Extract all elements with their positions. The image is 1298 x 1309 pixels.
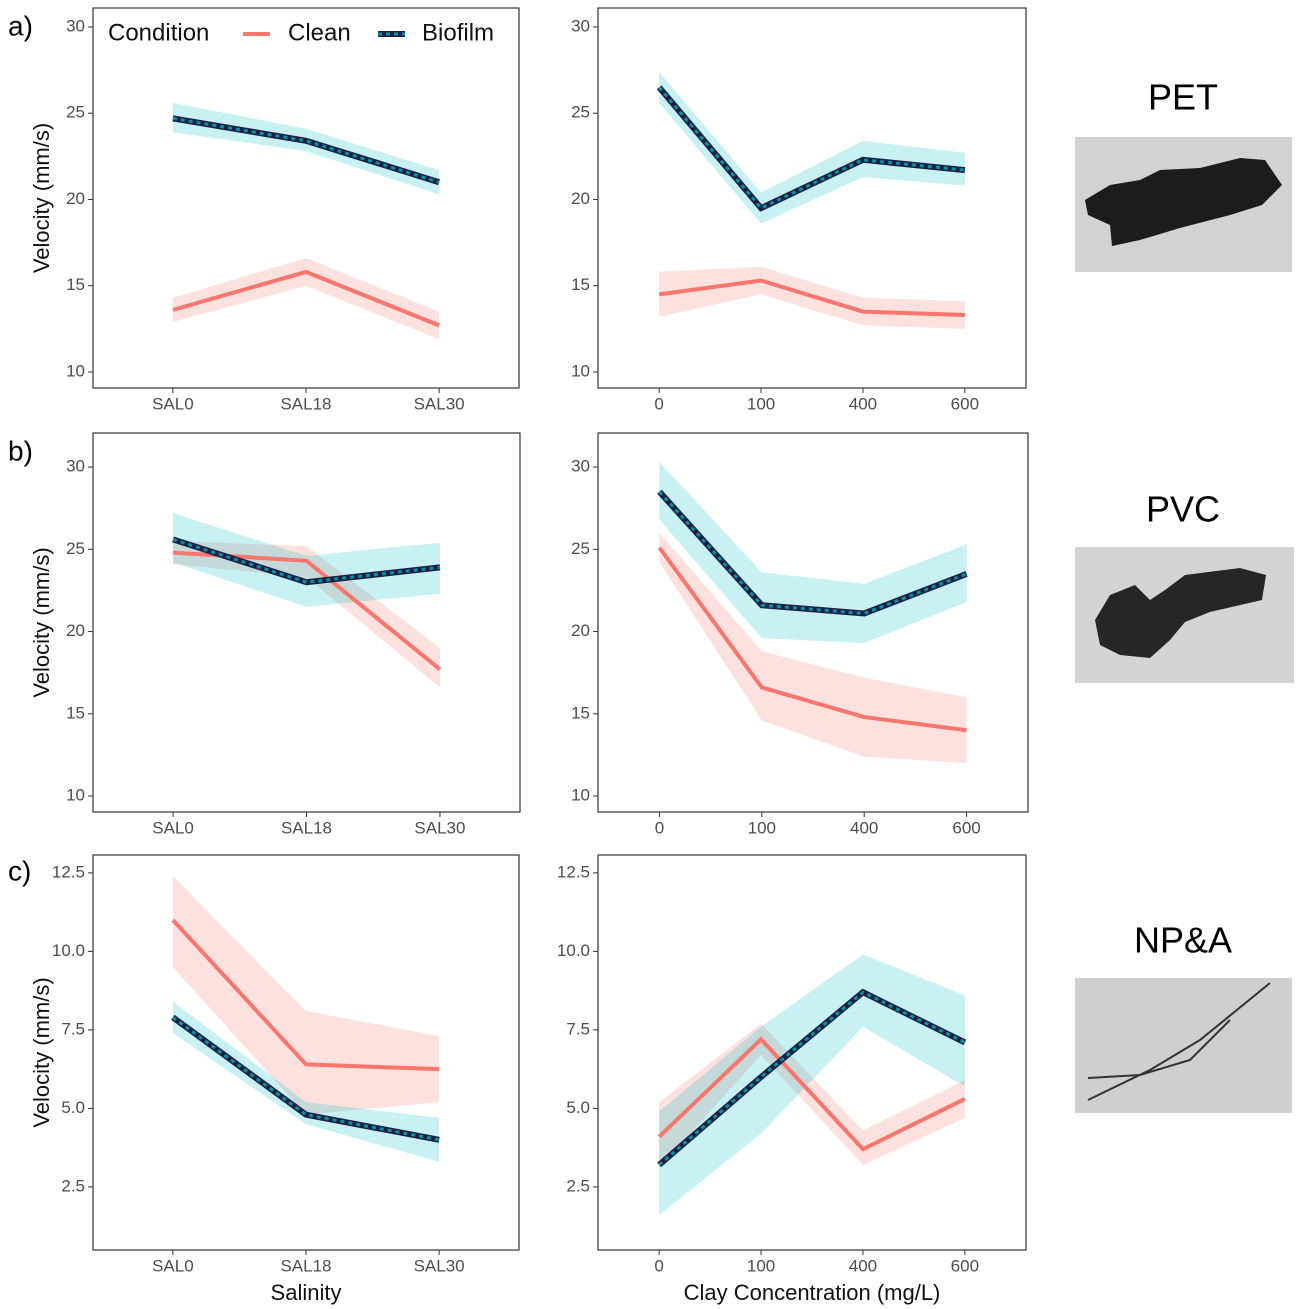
y-tick-label: 10 xyxy=(66,361,85,380)
legend-label: Clean xyxy=(288,19,351,46)
y-tick-label: 20 xyxy=(571,621,590,640)
ci-band xyxy=(172,876,440,1115)
pvc-image xyxy=(1075,547,1294,683)
x-tick-label: SAL0 xyxy=(152,1256,194,1275)
material-label: PVC xyxy=(1146,489,1220,530)
line xyxy=(657,86,966,210)
y-tick-label: 2.5 xyxy=(566,1176,590,1195)
line xyxy=(658,278,965,318)
x-tick-label: SAL18 xyxy=(280,394,331,413)
x-tick-label: 0 xyxy=(654,1256,663,1275)
x-tick-label: 0 xyxy=(655,818,664,837)
ci-band xyxy=(659,954,965,1216)
x-tick-label: 400 xyxy=(849,394,877,413)
x-tick-label: SAL0 xyxy=(152,394,194,413)
y-tick-label: 25 xyxy=(571,539,590,558)
panel-label: c) xyxy=(8,855,31,886)
plot-frame xyxy=(597,432,1029,813)
x-tick-label: SAL30 xyxy=(414,818,465,837)
y-tick-label: 15 xyxy=(66,703,85,722)
npa-image xyxy=(1075,978,1292,1113)
ci-band xyxy=(172,258,440,340)
line-casing xyxy=(171,1014,440,1143)
y-tick-label: 10.0 xyxy=(52,941,85,960)
x-tick-label: 600 xyxy=(951,394,979,413)
x-tick-label: SAL0 xyxy=(152,818,194,837)
legend-title: Condition xyxy=(108,19,209,46)
x-tick-label: SAL18 xyxy=(281,818,332,837)
series-line xyxy=(657,988,967,1168)
x-tick-label: SAL18 xyxy=(280,1256,331,1275)
series-line xyxy=(172,115,441,186)
ci-band xyxy=(172,102,440,195)
x-tick-label: 400 xyxy=(850,818,878,837)
y-tick-label: 30 xyxy=(571,457,590,476)
y-tick-label: 12.5 xyxy=(52,862,85,881)
y-tick-label: 20 xyxy=(571,189,590,208)
x-tick-label: 600 xyxy=(951,1256,979,1275)
plot-frame xyxy=(92,7,520,389)
line-casing xyxy=(172,536,441,586)
y-tick-label: 30 xyxy=(66,16,85,35)
x-tick-label: SAL30 xyxy=(414,1256,465,1275)
pet-image xyxy=(1075,137,1292,272)
panel-label: a) xyxy=(8,10,33,41)
series-line xyxy=(172,536,441,586)
ci-band xyxy=(659,462,967,644)
ci-band xyxy=(659,71,965,224)
x-tick-label: 600 xyxy=(952,818,980,837)
y-tick-label: 25 xyxy=(66,103,85,122)
x-tick-label: 0 xyxy=(654,394,663,413)
y-tick-label: 15 xyxy=(571,275,590,294)
line xyxy=(657,546,967,733)
material-label: PET xyxy=(1148,77,1218,118)
y-tick-label: 25 xyxy=(571,103,590,122)
panel-label: b) xyxy=(8,435,33,466)
y-tick-label: 30 xyxy=(66,457,85,476)
y-axis-title: Velocity (mm/s) xyxy=(29,977,54,1127)
y-tick-label: 5.0 xyxy=(61,1098,85,1117)
y-tick-label: 20 xyxy=(66,189,85,208)
line xyxy=(172,269,440,328)
plot-frame xyxy=(92,432,521,813)
line xyxy=(172,116,440,184)
x-tick-label: 100 xyxy=(748,818,776,837)
x-tick-label: 400 xyxy=(849,1256,877,1275)
x-axis-title: Clay Concentration (mg/L) xyxy=(684,1280,941,1305)
y-tick-label: 2.5 xyxy=(61,1176,85,1195)
y-tick-label: 30 xyxy=(571,16,590,35)
y-tick-label: 10 xyxy=(571,361,590,380)
series-line xyxy=(656,85,966,212)
legend-label: Biofilm xyxy=(422,19,494,46)
x-axis-title: Salinity xyxy=(271,1280,342,1305)
y-tick-label: 20 xyxy=(66,621,85,640)
x-tick-label: 100 xyxy=(747,1256,775,1275)
line-casing xyxy=(657,489,968,617)
y-tick-label: 10 xyxy=(66,786,85,805)
x-tick-label: SAL30 xyxy=(414,394,465,413)
ci-band xyxy=(172,1001,440,1162)
line xyxy=(657,1036,966,1152)
series-line xyxy=(171,1014,440,1143)
x-tick-label: 100 xyxy=(747,394,775,413)
y-tick-label: 15 xyxy=(66,275,85,294)
y-tick-label: 5.0 xyxy=(566,1098,590,1117)
material-label: NP&A xyxy=(1134,920,1232,961)
y-tick-label: 7.5 xyxy=(61,1019,85,1038)
plot-frame xyxy=(597,7,1027,389)
y-tick-label: 7.5 xyxy=(566,1019,590,1038)
y-tick-label: 12.5 xyxy=(557,862,590,881)
line xyxy=(171,918,440,1072)
y-tick-label: 10.0 xyxy=(557,941,590,960)
y-tick-label: 10 xyxy=(571,786,590,805)
y-axis-title: Velocity (mm/s) xyxy=(29,547,54,697)
line xyxy=(658,990,966,1167)
plot-frame xyxy=(597,854,1027,1251)
series-line xyxy=(657,489,968,617)
ci-band xyxy=(659,532,967,764)
y-tick-label: 25 xyxy=(66,539,85,558)
y-axis-title: Velocity (mm/s) xyxy=(29,123,54,273)
y-tick-label: 15 xyxy=(571,703,590,722)
